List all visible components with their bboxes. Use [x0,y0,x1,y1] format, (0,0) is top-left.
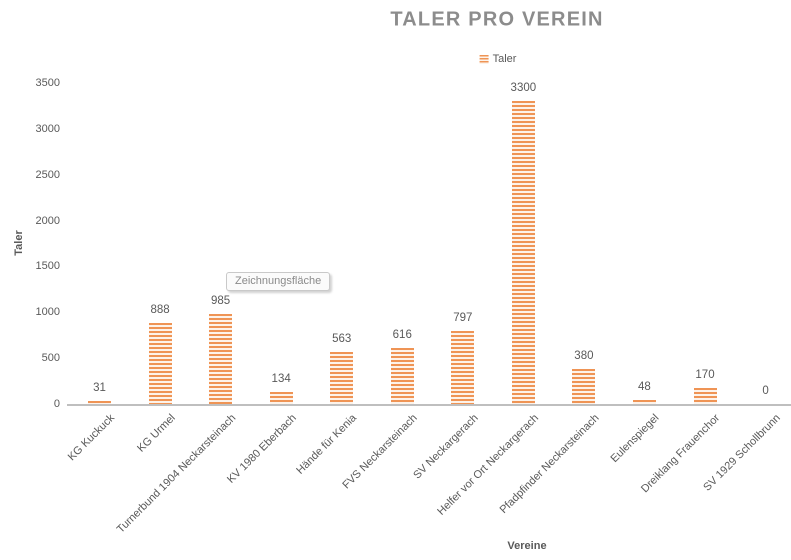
y-tick-label: 1500 [35,260,60,273]
plot-area-tooltip: Zeichnungsfläche [226,272,331,291]
legend[interactable]: Taler [479,53,517,65]
bar[interactable] [88,401,111,404]
y-tick-label: 3500 [35,77,60,89]
legend-label: Taler [492,53,517,65]
y-tick-label: 2000 [35,214,60,227]
y-tick-label: 0 [53,398,60,410]
x-axis-title: Vereine [507,540,547,552]
bar[interactable] [148,323,172,404]
bar-value-label: 380 [574,350,594,362]
bar[interactable] [632,400,656,404]
bar[interactable] [390,348,414,404]
y-tick-label: 1000 [35,306,60,319]
bar[interactable] [209,314,233,404]
bar-value-label: 170 [695,369,715,381]
bar[interactable] [572,369,596,404]
bar-value-label: 616 [392,329,412,341]
bar[interactable] [330,352,354,404]
x-axis-line [67,404,791,406]
bar-value-label: 134 [271,373,291,385]
y-tick-label: 500 [41,352,60,365]
bar-value-label: 985 [211,295,231,307]
bar[interactable] [511,101,535,404]
bar[interactable] [451,331,475,404]
y-tick-label: 3000 [35,122,60,135]
bar-value-label: 31 [93,382,106,394]
bar-value-label: 797 [453,312,473,324]
bar-value-label: 563 [332,333,352,345]
bar-value-label: 0 [762,385,769,397]
bar-value-label: 48 [638,381,651,393]
bar[interactable] [269,392,293,404]
y-tick-label: 2500 [35,168,60,181]
bar-value-label: 888 [150,304,170,316]
chart-title[interactable]: TALER PRO VEREIN [390,8,604,31]
bar[interactable] [693,388,717,404]
legend-swatch-icon [479,54,489,64]
bar-value-label: 3300 [510,82,537,94]
